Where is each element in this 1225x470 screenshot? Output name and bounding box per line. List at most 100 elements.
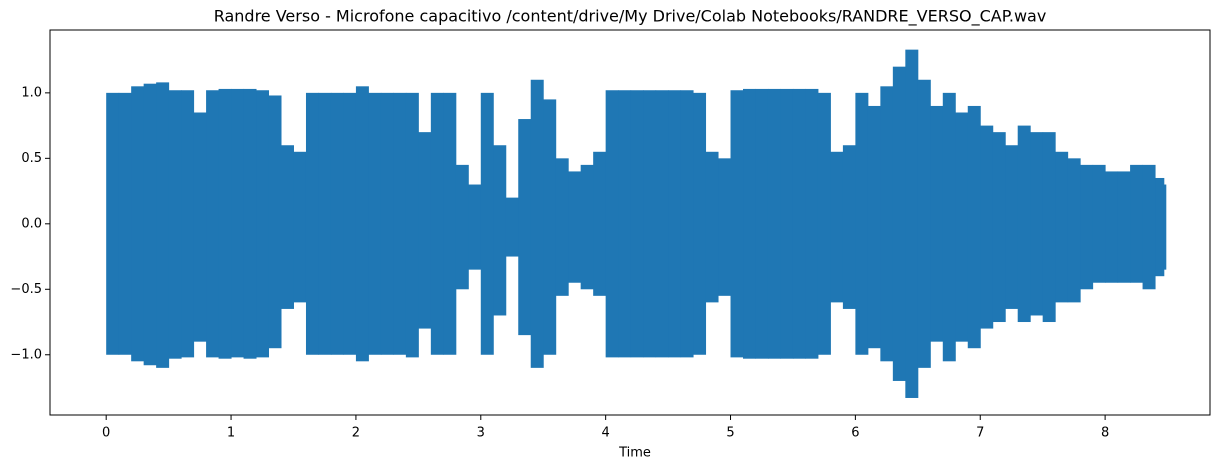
waveform-segment xyxy=(355,86,369,362)
waveform-segment xyxy=(655,90,669,358)
plot-frame xyxy=(49,29,1211,416)
waveform-segment xyxy=(1030,132,1044,316)
waveform-segment xyxy=(930,105,944,342)
waveform-segment xyxy=(967,105,981,349)
waveform-segment xyxy=(181,90,195,358)
x-tick-label: 7 xyxy=(976,426,984,441)
waveform-segment xyxy=(555,158,569,296)
waveform-segment xyxy=(730,90,744,358)
waveform-segment xyxy=(168,90,182,359)
waveform-segment xyxy=(1163,184,1167,270)
x-tick-label: 8 xyxy=(1101,426,1109,441)
waveform-segment xyxy=(1130,164,1144,283)
waveform-segment xyxy=(143,83,157,366)
x-tick-label: 2 xyxy=(352,426,360,441)
waveform-segment xyxy=(942,92,956,362)
waveform-segment xyxy=(305,92,319,355)
waveform-segment xyxy=(830,151,844,303)
waveform-segment xyxy=(855,92,869,355)
waveform-segment xyxy=(518,119,532,336)
waveform-segment xyxy=(543,99,557,355)
waveform-segment xyxy=(842,145,856,309)
waveform-segment xyxy=(1017,125,1031,323)
waveform-segment xyxy=(405,92,419,358)
waveform-segment xyxy=(618,90,632,358)
waveform-segment xyxy=(1155,177,1165,277)
waveform-segment xyxy=(318,92,332,355)
y-tick-label: 0.0 xyxy=(21,216,42,231)
waveform-segment xyxy=(905,49,919,398)
waveform-segment xyxy=(455,164,469,290)
waveform-segment xyxy=(268,95,282,349)
waveform-segment xyxy=(593,151,607,296)
waveform-segment xyxy=(193,112,207,342)
waveform-segment xyxy=(343,92,357,355)
x-tick-label: 6 xyxy=(851,426,859,441)
waveform-segment xyxy=(705,151,719,303)
waveform-segment xyxy=(892,66,906,381)
waveform-segment xyxy=(568,171,582,283)
waveform-segment xyxy=(980,125,994,329)
waveform-segment xyxy=(792,88,806,359)
waveform-segment xyxy=(817,92,831,355)
y-tick-label: 0.5 xyxy=(21,151,42,166)
waveform-segment xyxy=(243,88,257,359)
x-tick-label: 0 xyxy=(102,426,110,441)
waveform-segment xyxy=(530,79,544,368)
waveform-segment xyxy=(380,92,394,355)
y-tick-label: −1.0 xyxy=(10,347,42,362)
waveform-segment xyxy=(468,184,482,270)
x-tick-label: 1 xyxy=(227,426,235,441)
waveform-segment xyxy=(156,82,170,368)
waveform-segment xyxy=(1067,158,1081,303)
waveform-segment xyxy=(917,79,931,368)
waveform-segment xyxy=(418,132,432,329)
waveform-segment xyxy=(780,88,794,359)
waveform-segment xyxy=(880,86,894,362)
waveform-segment xyxy=(767,88,781,359)
waveform-segment xyxy=(630,90,644,358)
waveform-segment xyxy=(580,164,594,290)
waveform-segment xyxy=(1005,145,1019,309)
waveform-segment xyxy=(131,86,145,362)
waveform-segment xyxy=(218,88,232,359)
waveform-segment xyxy=(1055,151,1069,303)
waveform-segment xyxy=(755,88,769,359)
waveform-segment xyxy=(992,132,1006,323)
waveform-segment xyxy=(281,145,294,309)
waveform-segment xyxy=(1080,164,1094,290)
waveform-segment xyxy=(693,92,707,355)
waveform-segment xyxy=(106,92,120,355)
waveform-segment xyxy=(118,92,132,355)
waveform-segment xyxy=(680,90,694,358)
y-tick-label: −0.5 xyxy=(10,282,42,297)
waveform-segment xyxy=(867,105,881,349)
x-tick-label: 3 xyxy=(477,426,485,441)
chart-title: Randre Verso - Microfone capacitivo /con… xyxy=(214,7,1047,27)
y-tick-label: 1.0 xyxy=(21,85,42,100)
waveform-segment xyxy=(330,92,344,355)
waveform-segment xyxy=(718,158,732,296)
waveform-segment xyxy=(1142,164,1156,290)
waveform-segment xyxy=(643,90,657,358)
waveform-segment xyxy=(493,145,507,316)
x-axis-label: Time xyxy=(618,446,651,461)
waveform-segment xyxy=(430,92,444,355)
waveform-segment xyxy=(206,90,220,358)
waveform-segment xyxy=(1042,132,1056,323)
waveform-segment xyxy=(1117,171,1131,283)
waveform-segment xyxy=(368,92,382,355)
waveform-segment xyxy=(605,90,619,358)
waveform-segment xyxy=(393,92,407,355)
waveform-segment xyxy=(668,90,682,358)
waveform-segment xyxy=(1092,164,1106,283)
waveform-segment xyxy=(505,197,519,257)
x-tick-label: 5 xyxy=(726,426,734,441)
waveform-segment xyxy=(231,88,245,358)
waveform-segment xyxy=(256,90,270,358)
waveform-segment xyxy=(480,92,494,355)
waveform-segment xyxy=(805,88,819,359)
waveform-segment xyxy=(293,151,307,303)
waveform-segment xyxy=(443,92,457,355)
